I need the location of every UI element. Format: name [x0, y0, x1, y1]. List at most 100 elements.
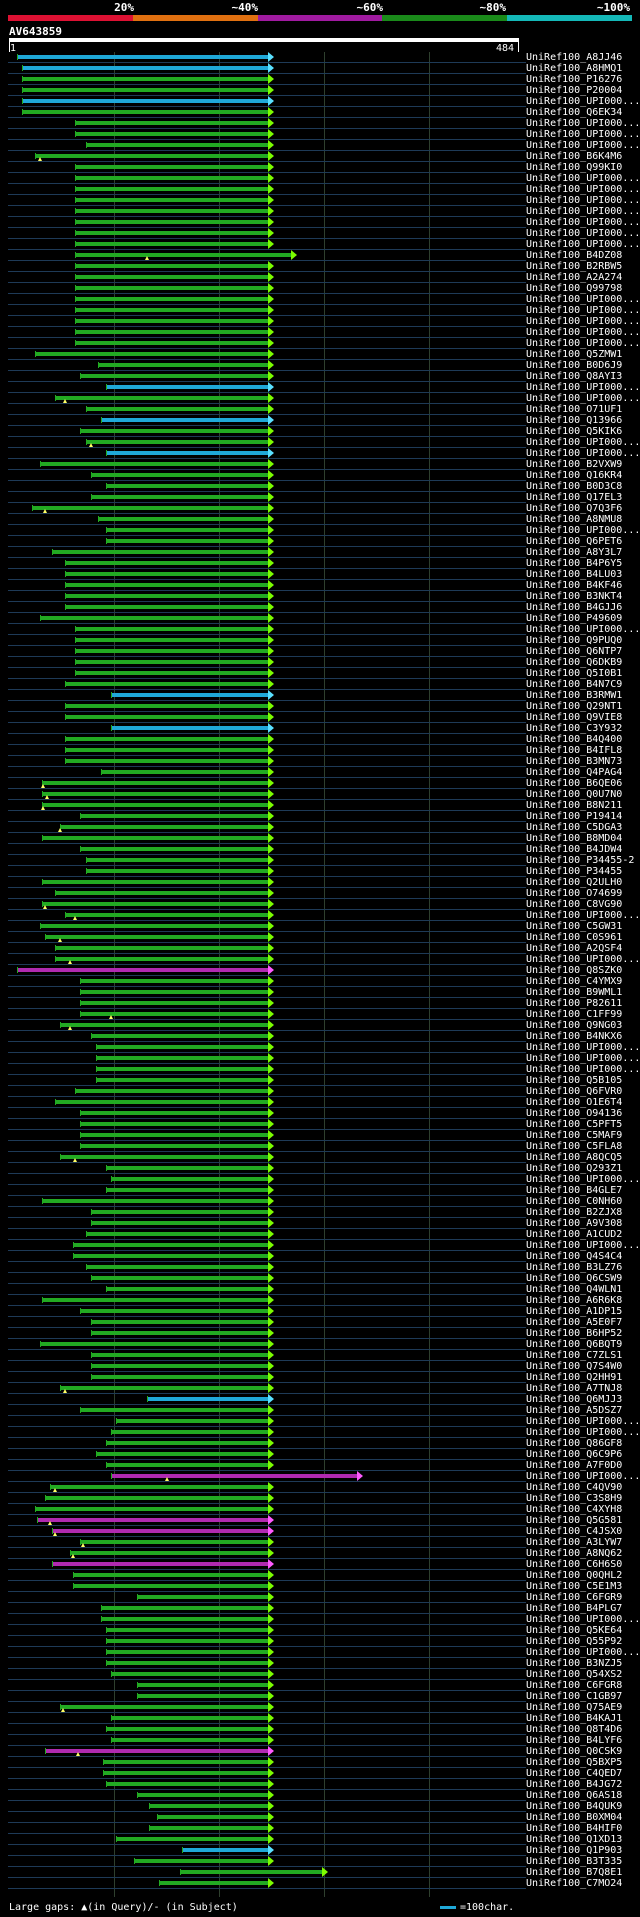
hit-label[interactable]: UniRef100_C1FF99	[526, 1009, 623, 1020]
hit-bar[interactable]	[65, 737, 270, 741]
hit-label[interactable]: UniRef100_B8N211	[526, 800, 623, 811]
hit-bar[interactable]	[39, 616, 270, 620]
hit-label[interactable]: UniRef100_Q6DKB9	[526, 657, 623, 668]
hit-label[interactable]: UniRef100_C6FGR8	[526, 1680, 623, 1691]
hit-bar[interactable]	[80, 990, 270, 994]
hit-bar[interactable]	[105, 1287, 270, 1291]
hit-bar[interactable]	[52, 1562, 270, 1566]
hit-bar[interactable]	[75, 297, 270, 301]
hit-label[interactable]: UniRef100_UPI000...	[526, 437, 640, 448]
hit-bar[interactable]	[75, 1089, 270, 1093]
hit-bar[interactable]	[136, 1793, 270, 1797]
hit-label[interactable]: UniRef100_Q75AE9	[526, 1702, 623, 1713]
hit-bar[interactable]	[65, 572, 270, 576]
hit-label[interactable]: UniRef100_C4JSX0	[526, 1526, 623, 1537]
hit-label[interactable]: UniRef100_B3RMW1	[526, 690, 623, 701]
hit-label[interactable]: UniRef100_UPI000...	[526, 624, 640, 635]
hit-label[interactable]: UniRef100_UPI000...	[526, 173, 640, 184]
hit-bar[interactable]	[75, 209, 270, 213]
hit-bar[interactable]	[75, 121, 270, 125]
hit-bar[interactable]	[21, 88, 270, 92]
hit-bar[interactable]	[80, 1111, 270, 1115]
hit-label[interactable]: UniRef100_C1GB97	[526, 1691, 623, 1702]
hit-label[interactable]: UniRef100_UPI000...	[526, 294, 640, 305]
hit-bar[interactable]	[98, 517, 270, 521]
hit-bar[interactable]	[111, 1716, 270, 1720]
hit-bar[interactable]	[34, 352, 270, 356]
hit-label[interactable]: UniRef100_B4QUK9	[526, 1801, 623, 1812]
hit-label[interactable]: UniRef100_UPI000...	[526, 1416, 640, 1427]
hit-bar[interactable]	[75, 660, 270, 664]
hit-label[interactable]: UniRef100_Q2ULH0	[526, 877, 623, 888]
hit-bar[interactable]	[54, 1100, 270, 1104]
hit-label[interactable]: UniRef100_C5E1M3	[526, 1581, 623, 1592]
hit-label[interactable]: UniRef100_Q0QHL2	[526, 1570, 623, 1581]
hit-bar[interactable]	[80, 374, 270, 378]
hit-label[interactable]: UniRef100_Q0U7N0	[526, 789, 623, 800]
hit-label[interactable]: UniRef100_Q6PET6	[526, 536, 623, 547]
hit-label[interactable]: UniRef100_A7F0D0	[526, 1460, 623, 1471]
hit-label[interactable]: UniRef100_A8HMQ1	[526, 63, 623, 74]
hit-bar[interactable]	[65, 759, 270, 763]
hit-bar[interactable]	[37, 1518, 270, 1522]
hit-bar[interactable]	[42, 781, 270, 785]
hit-label[interactable]: UniRef100_UPI000...	[526, 1064, 640, 1075]
hit-bar[interactable]	[42, 880, 270, 884]
hit-bar[interactable]	[52, 550, 270, 554]
hit-label[interactable]: UniRef100_B6HP52	[526, 1328, 623, 1339]
hit-label[interactable]: UniRef100_C3S8H9	[526, 1493, 623, 1504]
hit-bar[interactable]	[111, 726, 270, 730]
hit-label[interactable]: UniRef100_C3Y932	[526, 723, 623, 734]
hit-bar[interactable]	[116, 1837, 270, 1841]
hit-label[interactable]: UniRef100_B4IFL8	[526, 745, 623, 756]
hit-label[interactable]: UniRef100_UPI000...	[526, 129, 640, 140]
hit-bar[interactable]	[75, 187, 270, 191]
hit-label[interactable]: UniRef100_Q2HH91	[526, 1372, 623, 1383]
hit-bar[interactable]	[75, 649, 270, 653]
hit-bar[interactable]	[65, 913, 270, 917]
hit-bar[interactable]	[54, 957, 270, 961]
hit-bar[interactable]	[72, 1573, 270, 1577]
hit-bar[interactable]	[105, 1628, 270, 1632]
hit-bar[interactable]	[42, 792, 270, 796]
hit-bar[interactable]	[60, 825, 270, 829]
hit-bar[interactable]	[105, 484, 270, 488]
hit-label[interactable]: UniRef100_B0D6J9	[526, 360, 623, 371]
hit-label[interactable]: UniRef100_C5DGA3	[526, 822, 623, 833]
hit-bar[interactable]	[85, 407, 270, 411]
hit-label[interactable]: UniRef100_UPI000...	[526, 1240, 640, 1251]
hit-label[interactable]: UniRef100_C0NH60	[526, 1196, 623, 1207]
hit-bar[interactable]	[133, 1859, 270, 1863]
hit-bar[interactable]	[105, 539, 270, 543]
hit-bar[interactable]	[60, 1155, 270, 1159]
hit-label[interactable]: UniRef100_UPI000...	[526, 140, 640, 151]
hit-bar[interactable]	[111, 1430, 270, 1434]
hit-label[interactable]: UniRef100_A5DSZ7	[526, 1405, 623, 1416]
hit-bar[interactable]	[44, 1749, 270, 1753]
hit-label[interactable]: UniRef100_P19414	[526, 811, 623, 822]
hit-bar[interactable]	[149, 1804, 270, 1808]
hit-label[interactable]: UniRef100_C4XYH8	[526, 1504, 623, 1515]
hit-bar[interactable]	[60, 1386, 270, 1390]
hit-bar[interactable]	[65, 594, 270, 598]
hit-label[interactable]: UniRef100_Q4S4C4	[526, 1251, 623, 1262]
hit-bar[interactable]	[80, 814, 270, 818]
hit-bar[interactable]	[111, 1672, 270, 1676]
hit-bar[interactable]	[75, 253, 293, 257]
hit-bar[interactable]	[95, 1067, 270, 1071]
hit-label[interactable]: UniRef100_Q8T4D6	[526, 1724, 623, 1735]
hit-bar[interactable]	[95, 1045, 270, 1049]
hit-label[interactable]: UniRef100_B4GJJ6	[526, 602, 623, 613]
hit-bar[interactable]	[103, 1771, 270, 1775]
hit-label[interactable]: UniRef100_Q9VIE8	[526, 712, 623, 723]
hit-bar[interactable]	[90, 473, 270, 477]
hit-bar[interactable]	[34, 1507, 270, 1511]
hit-label[interactable]: UniRef100_A8QCQ5	[526, 1152, 623, 1163]
hit-label[interactable]: UniRef100_B4JDW4	[526, 844, 623, 855]
hit-label[interactable]: UniRef100_UPI000...	[526, 327, 640, 338]
hit-label[interactable]: UniRef100_Q293Z1	[526, 1163, 623, 1174]
hit-label[interactable]: UniRef100_P20004	[526, 85, 623, 96]
hit-label[interactable]: UniRef100_B4LU03	[526, 569, 623, 580]
hit-label[interactable]: UniRef100_A5E0F7	[526, 1317, 623, 1328]
hit-bar[interactable]	[105, 528, 270, 532]
